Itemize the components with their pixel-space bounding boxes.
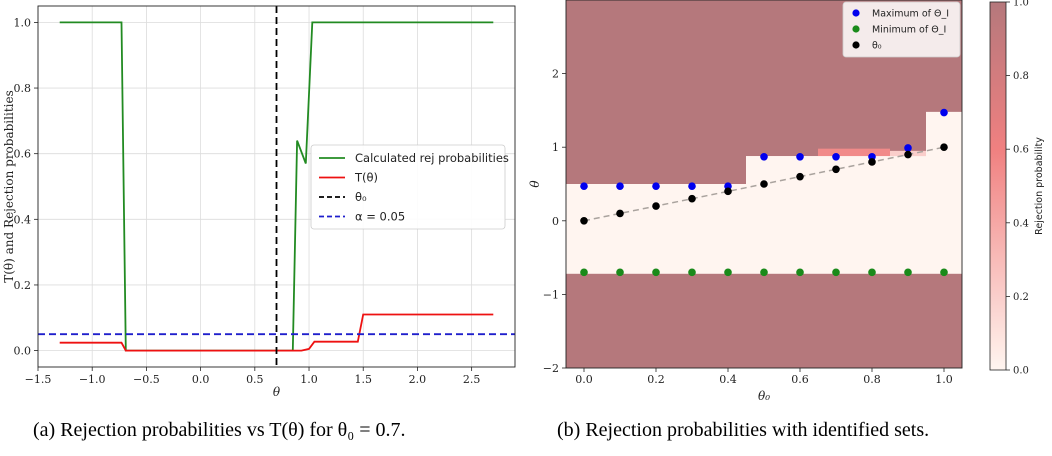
scatter-point-0 [760, 152, 768, 161]
x-tick-label: 1.0 [300, 373, 318, 386]
legend-label: T(θ) [354, 171, 378, 185]
caption-b: (b) Rejection probabilities with identif… [557, 419, 930, 441]
y-tick-label: 0.8 [14, 82, 32, 95]
scatter-point-2 [940, 143, 948, 151]
scatter-point-1 [940, 268, 948, 277]
heatmap-region [746, 156, 926, 274]
x-tick-label: 0.5 [246, 373, 264, 386]
scatter-point-2 [760, 180, 768, 188]
plot-frame [565, 0, 963, 369]
colorbar-tick-label: 0.6 [1013, 145, 1029, 156]
scatter-point-1 [832, 268, 840, 277]
heatmap-region [566, 184, 746, 274]
x-tick-label: 0.6 [791, 373, 809, 386]
scatter-point-2 [796, 172, 804, 181]
scatter-point-0 [832, 152, 840, 161]
colorbar-tick-label: 0.8 [1013, 71, 1029, 82]
legend-label: θ₀ [355, 190, 367, 204]
plot-frame [37, 5, 516, 368]
x-tick-label: 2.0 [409, 373, 427, 386]
scatter-point-1 [652, 268, 660, 277]
colorbar-tick-label: 0.2 [1013, 292, 1029, 303]
scatter-point-2 [616, 209, 624, 218]
series-line-1 [59, 313, 494, 352]
scatter-point-1 [724, 268, 732, 277]
caption-a: (a) Rejection probabilities vs T(θ) for … [33, 419, 406, 441]
scatter-point-1 [904, 268, 912, 277]
colorbar-tick-label: 0.0 [1013, 366, 1029, 377]
scatter-point-0 [904, 144, 912, 152]
x-tick-label: 2.5 [463, 373, 481, 386]
chart-b: 0.0 0.2 0.4 0.6 0.8 1.0 −2 −1 0 1 2 θ₀ θ Maximum of Θ… [528, 0, 1045, 403]
legend-box [310, 144, 506, 230]
legend-label: θ₀ [872, 41, 882, 52]
x-tick-label: 0.2 [647, 373, 665, 386]
series-line-0 [59, 21, 494, 352]
x-tick-label: 0.0 [192, 373, 210, 386]
legend-marker [852, 9, 860, 17]
scatter-point-0 [616, 182, 624, 191]
legend-label: Maximum of Θ_I [872, 9, 949, 20]
legend-label: Calculated rej probabilities [355, 151, 509, 165]
heatmap-region [926, 111, 962, 274]
scatter-point-1 [580, 268, 588, 277]
scatter-point-1 [868, 268, 876, 277]
scatter-point-2 [580, 217, 588, 225]
scatter-point-1 [796, 268, 804, 277]
x-tick-label: 1.0 [935, 373, 953, 386]
x-tick-label: −1.5 [25, 373, 52, 386]
scatter-point-0 [688, 182, 696, 191]
y-tick-label: 2 [552, 68, 559, 81]
scatter-point-2 [868, 158, 876, 166]
y-tick-label: 0.2 [14, 279, 32, 292]
y-tick-label: −1 [543, 288, 559, 301]
scatter-point-1 [760, 268, 768, 277]
scatter-point-2 [652, 202, 660, 210]
scatter-point-1 [616, 268, 624, 277]
colorbar-tick-label: 0.4 [1013, 218, 1029, 229]
y-tick-label: 0.4 [14, 213, 32, 226]
y-tick-label: 0.0 [14, 345, 32, 358]
legend-marker [852, 41, 860, 49]
x-axis-label: θ [273, 385, 281, 399]
x-axis-label: θ₀ [758, 389, 770, 403]
legend-label: α = 0.05 [355, 210, 405, 224]
legend-label: Minimum of Θ_I [872, 25, 946, 36]
colorbar-tick-label: 1.0 [1013, 0, 1029, 9]
legend-box [842, 1, 961, 58]
scatter-point-1 [688, 268, 696, 277]
y-tick-label: 1.0 [14, 16, 32, 29]
scatter-point-0 [580, 182, 588, 191]
scatter-point-2 [904, 150, 912, 159]
x-tick-label: 0.8 [863, 373, 881, 386]
chart-a: −1.5 −1.0 −0.5 0.0 0.5 1.0 1.5 2.0 2.5 0.0 0.2 0.4 0… [2, 5, 516, 399]
x-tick-label: 0.0 [575, 373, 593, 386]
y-tick-label: 0.6 [14, 148, 32, 161]
scatter-point-2 [724, 187, 732, 196]
x-tick-label: 1.5 [354, 373, 372, 386]
y-tick-label: 0 [552, 215, 559, 228]
x-tick-label: −1.0 [79, 373, 106, 386]
scatter-point-0 [796, 152, 804, 161]
legend-marker [852, 25, 860, 33]
y-tick-label: 1 [552, 141, 559, 154]
scatter-point-0 [652, 182, 660, 191]
colorbar [989, 1, 1007, 371]
y-axis-label: θ [528, 180, 542, 188]
y-axis-label: T(θ) and Rejection probabilities [2, 90, 16, 283]
y-tick-label: −2 [543, 362, 559, 375]
x-tick-label: 0.4 [719, 373, 737, 386]
scatter-point-0 [940, 108, 948, 117]
scatter-point-2 [688, 194, 696, 203]
scatter-point-2 [832, 165, 840, 174]
colorbar-label: Rejection probability [1034, 137, 1045, 235]
heatmap-region [818, 148, 890, 157]
x-tick-label: −0.5 [133, 373, 160, 386]
